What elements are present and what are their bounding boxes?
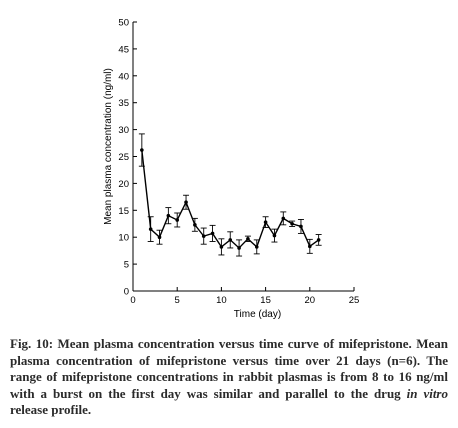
- chart-marks: [138, 133, 322, 257]
- x-tick-label: 15: [260, 295, 271, 306]
- x-axis-label: Time (day): [234, 309, 281, 320]
- data-point: [166, 213, 171, 218]
- y-tick-label: 25: [118, 152, 129, 163]
- caption-title: Mean plasma concentration versus time cu…: [53, 336, 412, 351]
- y-tick-label: 50: [118, 18, 129, 29]
- chart-axes: 0 5 10 15 20 25 30 35 40 45 50 0 5 10 15 20 25: [118, 18, 359, 307]
- x-tick-label: 25: [349, 295, 360, 306]
- caption-label: Fig. 10:: [10, 336, 54, 351]
- data-point: [228, 238, 233, 242]
- figure-caption: Fig. 10: Mean plasma concentration versu…: [10, 336, 448, 419]
- data-point: [237, 246, 241, 250]
- y-tick-label: 45: [118, 44, 129, 55]
- chart: 0 5 10 15 20 25 30 35 40 45 50 0 5 10 15 20 25 Time (day…: [103, 18, 359, 321]
- data-point: [316, 238, 321, 242]
- data-point: [210, 231, 215, 236]
- y-tick-label: 35: [118, 98, 129, 109]
- data-point: [148, 227, 153, 231]
- data-point: [272, 233, 277, 238]
- x-tick-label: 0: [130, 295, 135, 306]
- y-tick-label: 10: [118, 233, 129, 244]
- y-tick-label: 20: [118, 179, 129, 190]
- caption-body-end: release profile.: [10, 402, 92, 417]
- x-tick-label: 20: [305, 295, 316, 306]
- data-point: [184, 200, 188, 205]
- data-point: [175, 218, 179, 222]
- data-point: [281, 216, 286, 221]
- caption-body: Mean plasma concentration of mifepriston…: [10, 336, 448, 401]
- data-point: [254, 245, 259, 249]
- data-point: [308, 244, 312, 249]
- y-tick-label: 30: [118, 125, 129, 136]
- y-tick-label: 40: [118, 71, 129, 82]
- caption-italic: in vitro: [406, 385, 448, 401]
- y-tick-label: 15: [118, 206, 129, 217]
- data-point: [193, 223, 197, 227]
- data-point: [140, 148, 144, 152]
- data-point: [263, 220, 268, 224]
- data-point: [157, 235, 162, 239]
- data-point: [246, 237, 250, 241]
- y-tick-label: 0: [124, 287, 129, 298]
- data-point: [219, 245, 224, 249]
- x-tick-label: 10: [216, 295, 227, 306]
- data-point: [290, 221, 294, 226]
- y-tick-label: 5: [124, 260, 129, 271]
- y-axis-label: Mean plasma concentration (ng/ml): [103, 68, 114, 225]
- data-point: [201, 234, 206, 238]
- x-tick-label: 5: [175, 295, 180, 306]
- data-point: [299, 224, 303, 229]
